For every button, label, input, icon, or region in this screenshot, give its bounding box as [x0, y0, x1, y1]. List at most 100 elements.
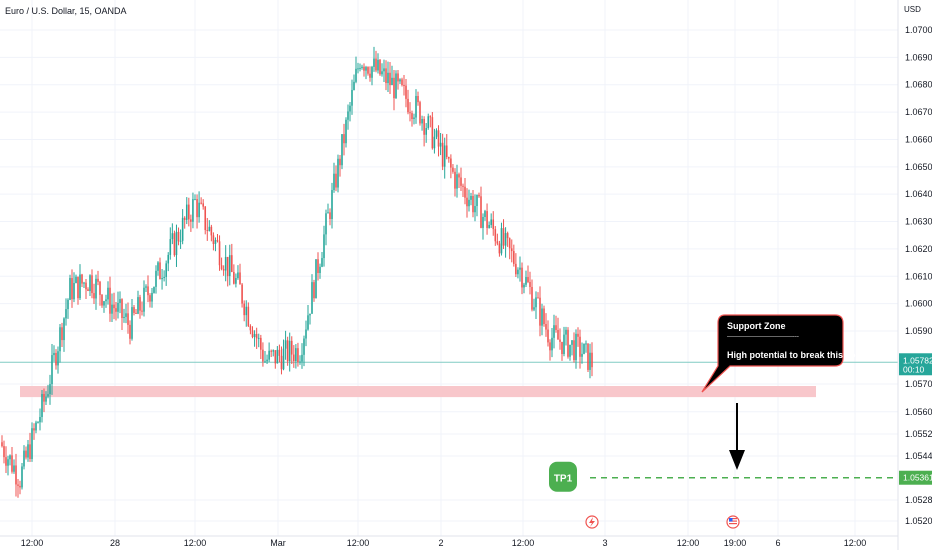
candle-body — [109, 287, 111, 314]
time-tick-label: 2 — [438, 538, 443, 548]
candle-body — [474, 206, 476, 213]
price-tick-label: 1.05600 — [905, 407, 932, 417]
candle-body — [345, 119, 347, 144]
candle-body — [31, 428, 33, 459]
lightning-event-icon[interactable] — [585, 515, 599, 529]
candle-body — [17, 484, 19, 486]
candle-body — [399, 79, 401, 82]
candle-body — [581, 353, 583, 357]
candle-body — [13, 465, 15, 472]
candle-body — [409, 112, 411, 114]
candle-body — [151, 292, 153, 302]
time-tick-label: Mar — [270, 538, 286, 548]
candle-body — [573, 340, 575, 361]
candle-body — [519, 267, 521, 270]
candle-body — [301, 354, 303, 362]
candle-body — [93, 293, 95, 299]
candle-body — [359, 67, 361, 69]
candle-body — [321, 258, 323, 267]
candle-body — [127, 313, 129, 325]
candle-body — [539, 297, 541, 326]
candle-body — [411, 113, 413, 120]
candle-body — [506, 233, 509, 239]
candle-body — [190, 219, 192, 222]
candle-body — [393, 77, 395, 99]
price-axis[interactable]: USD 1.070001.069001.068001.067001.066001… — [897, 0, 932, 550]
candle-body — [454, 171, 456, 189]
candle-body — [425, 127, 427, 135]
candle-body — [25, 450, 27, 458]
candle-body — [413, 117, 415, 120]
candle-body — [407, 98, 409, 113]
candle-body — [79, 274, 81, 299]
time-tick-label: 12:00 — [347, 538, 370, 548]
candle-body — [375, 58, 377, 71]
candle-body — [45, 396, 47, 402]
candle-body — [303, 338, 305, 355]
candle-body — [561, 341, 563, 355]
candle-body — [535, 297, 537, 308]
candle-body — [99, 281, 101, 295]
candle-body — [177, 231, 180, 242]
candle-body — [179, 240, 182, 242]
down-arrow[interactable] — [729, 403, 745, 470]
candle-body — [387, 72, 389, 84]
price-tick-label: 1.05900 — [905, 326, 932, 336]
candle-body — [563, 334, 565, 355]
candle-body — [27, 444, 29, 458]
candle-body — [290, 340, 293, 355]
candle-body — [19, 485, 21, 488]
support-zone-callout[interactable]: Support Zone ---------------------------… — [701, 314, 866, 393]
candle-body — [500, 228, 503, 254]
tp-badge[interactable]: TP1 — [549, 461, 577, 492]
candle-body — [423, 119, 425, 135]
candle-body — [262, 349, 264, 362]
candle-body — [39, 417, 41, 423]
candle-body — [169, 239, 172, 255]
candle-body — [537, 297, 539, 299]
candle-body — [466, 197, 468, 207]
candle-body — [260, 337, 262, 350]
candle-body — [101, 294, 103, 306]
candle-body — [147, 286, 149, 296]
candle-body — [401, 79, 403, 86]
candle-body — [155, 270, 157, 287]
support-zone-layer — [20, 386, 816, 398]
candle-body — [183, 217, 186, 220]
candle-body — [349, 105, 351, 112]
candle-body — [490, 219, 492, 225]
candle-body — [531, 286, 533, 310]
candle-series — [1, 46, 593, 498]
candle-body — [89, 275, 91, 292]
tp-price-badge: 1.05361 — [899, 470, 932, 485]
countdown-label: 00:10 — [903, 364, 925, 374]
candle-body — [460, 177, 462, 186]
candle-body — [51, 355, 53, 385]
time-tick-label: 6 — [775, 538, 780, 548]
current-price-label: 1.05782 — [903, 355, 932, 365]
candle-body — [523, 284, 525, 288]
candle-body — [577, 333, 579, 337]
candle-body — [496, 241, 499, 244]
candle-body — [37, 422, 39, 424]
candle-body — [333, 173, 335, 191]
time-axis[interactable]: 12:00 28 12:00 Mar 12:00 2 12:00 3 12:00 19:00 6 12… — [0, 535, 898, 548]
candle-body — [278, 349, 281, 356]
candle-body — [21, 466, 23, 488]
price-tick-label: 1.06100 — [905, 271, 932, 281]
candle-body — [23, 450, 25, 467]
candle-body — [547, 329, 549, 343]
us-flag-event-icon[interactable] — [726, 515, 740, 529]
candle-body — [153, 286, 155, 293]
candle-body — [357, 68, 359, 70]
time-tick-label: 19:00 — [724, 538, 747, 548]
candle-body — [585, 343, 587, 345]
candle-body — [476, 194, 478, 207]
candle-body — [373, 58, 375, 67]
candle-body — [15, 465, 17, 485]
candle-body — [286, 340, 289, 362]
support-zone-rect[interactable] — [20, 386, 816, 398]
candle-body — [7, 459, 9, 466]
time-tick-label: 3 — [602, 538, 607, 548]
